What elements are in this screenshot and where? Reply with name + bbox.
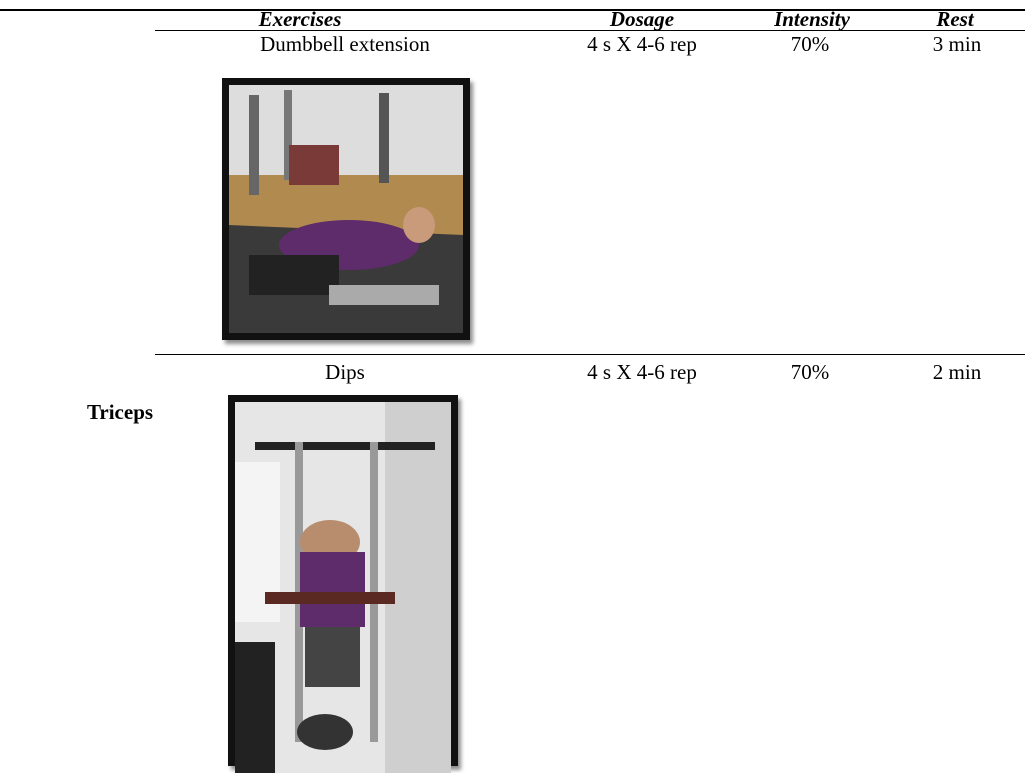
row-rule [155, 354, 1025, 355]
group-label: Triceps [86, 400, 154, 424]
column-header: Exercises [258, 7, 342, 31]
top-rule [0, 9, 1025, 11]
photo-content [235, 402, 451, 773]
exercise-photo [222, 78, 470, 340]
header-rule [155, 30, 1025, 31]
column-header: Rest [936, 7, 974, 31]
cell: Dips [325, 360, 365, 384]
cell: 3 min [932, 32, 982, 56]
cell: 70% [790, 32, 830, 56]
cell: 70% [790, 360, 830, 384]
cell: 2 min [932, 360, 982, 384]
exercise-photo [228, 395, 458, 773]
photo-content [229, 85, 463, 333]
cell: 4 s X 4-6 rep [587, 32, 697, 56]
cell: 4 s X 4-6 rep [587, 360, 697, 384]
cell: Dumbbell extension [260, 32, 430, 56]
column-header: Intensity [774, 7, 850, 31]
column-header: Dosage [609, 7, 675, 31]
